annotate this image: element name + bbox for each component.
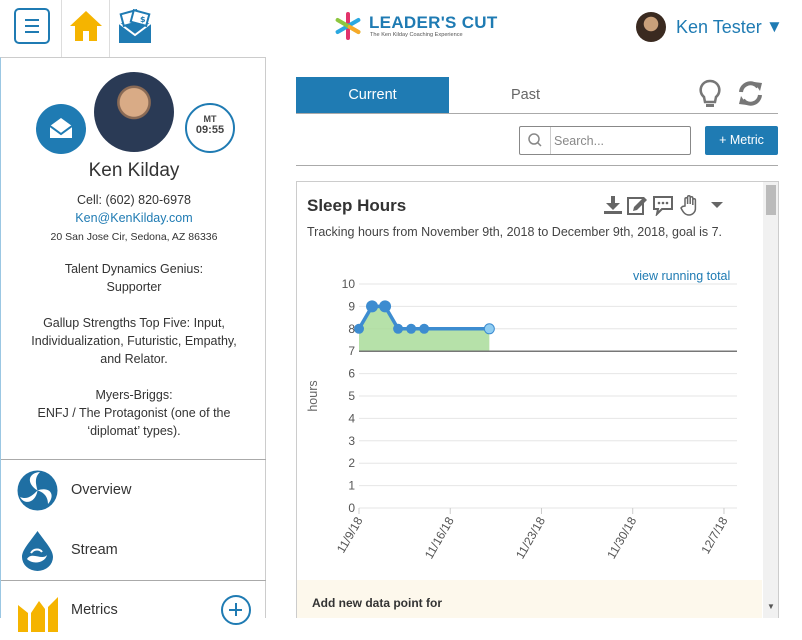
myers-briggs-line-1: ENFJ / The Protagonist (one of the: [37, 406, 231, 420]
tab-underline: [296, 113, 778, 114]
add-data-point-label: Add new data point for: [312, 596, 442, 610]
clock-timezone: MT: [203, 114, 217, 124]
nav-item-stream[interactable]: Stream: [1, 520, 266, 580]
svg-text:$: $: [140, 15, 146, 24]
chevron-down-icon[interactable]: [706, 194, 728, 216]
metric-search: [519, 126, 691, 155]
water-drop-icon: [22, 531, 53, 571]
home-icon: [70, 11, 102, 41]
lightbulb-icon[interactable]: [698, 79, 722, 109]
profile-email-link[interactable]: Ken@KenKilday.com: [75, 211, 193, 225]
download-icon[interactable]: [602, 194, 624, 216]
logo-mark-icon: [335, 12, 361, 40]
tab-current[interactable]: Current: [296, 77, 449, 114]
overview-icon: [17, 470, 58, 511]
search-icon[interactable]: [520, 127, 551, 154]
nav-label-stream: Stream: [71, 542, 118, 558]
x-tick-label: 11/23/18: [513, 514, 548, 561]
gallup-line-1: Gallup Strengths Top Five: Input,: [43, 316, 225, 330]
myers-briggs-line-2: ‘diplomat’ types).: [87, 424, 181, 438]
y-tick-label: 0: [348, 501, 355, 515]
data-point: [419, 323, 430, 334]
sleep-hours-chart: 0 1 2 3 4 5 6 7 8 9 10 11/9/18 11/16/18 11/23/18 11/3…: [306, 277, 737, 561]
y-tick-label: 3: [348, 434, 355, 448]
data-point: [354, 323, 364, 334]
myers-briggs-label: Myers-Briggs:: [95, 388, 173, 402]
data-point: [393, 323, 404, 334]
local-time-clock: MT 09:55: [185, 103, 235, 153]
user-dropdown-caret-icon[interactable]: ▼: [766, 17, 783, 36]
profile-cell: Cell: (602) 820-6978: [77, 193, 191, 207]
user-avatar[interactable]: [636, 12, 666, 42]
money-envelope-icon[interactable]: $: [117, 9, 153, 45]
y-tick-label: 8: [348, 322, 355, 336]
profile-name: Ken Kilday: [88, 160, 180, 181]
data-point: [366, 300, 379, 313]
nav-item-overview[interactable]: Overview: [1, 460, 266, 520]
y-tick-label: 7: [348, 344, 355, 358]
refresh-icon[interactable]: [737, 80, 764, 107]
view-running-total-link[interactable]: view running total: [633, 269, 731, 283]
metrics-chart-icon: [18, 597, 58, 632]
nav-label-metrics: Metrics: [71, 602, 118, 618]
app-logo[interactable]: LEADER'S CUT The Ken Kilday Coaching Exp…: [332, 10, 497, 44]
edit-icon[interactable]: [626, 194, 648, 216]
message-button[interactable]: [36, 104, 86, 154]
gallup-line-3: and Relator.: [100, 352, 168, 366]
gallup-line-2: Individualization, Futuristic, Empathy,: [31, 334, 237, 348]
y-tick-label: 4: [348, 411, 355, 425]
nav-label-overview: Overview: [71, 482, 132, 498]
drag-hand-icon[interactable]: [679, 194, 701, 216]
x-tick-label: 11/9/18: [334, 514, 366, 555]
y-tick-label: 1: [348, 479, 355, 493]
profile-address: 20 San Jose Cir, Sedona, AZ 86336: [50, 231, 218, 243]
metric-description: Tracking hours from November 9th, 2018 t…: [307, 225, 723, 239]
card-scrollbar[interactable]: ▼: [763, 182, 778, 618]
data-point: [379, 300, 392, 313]
y-tick-label: 5: [348, 389, 355, 403]
y-tick-label: 2: [348, 456, 355, 470]
comment-icon[interactable]: [652, 194, 674, 216]
x-tick-label: 11/16/18: [422, 514, 457, 561]
metric-title: Sleep Hours: [307, 196, 407, 215]
add-metric-circle-button[interactable]: [221, 595, 251, 625]
logo-subtitle: The Ken Kilday Coaching Experience: [370, 32, 463, 38]
menu-icon[interactable]: [14, 8, 50, 44]
tab-past[interactable]: Past: [510, 87, 540, 103]
envelope-icon: [49, 118, 73, 138]
nav-item-metrics[interactable]: Metrics: [1, 580, 266, 640]
metrics-scroll-area[interactable]: Sleep Hours Tracking hours from November…: [296, 181, 779, 618]
logo-text: LEADER'S CUT: [369, 13, 498, 32]
panel-divider: [296, 165, 778, 166]
top-bar: $ LEADER'S CUT The Ken Kilday Coaching E…: [0, 0, 802, 57]
nav-divider: [1, 580, 266, 581]
home-tab[interactable]: [61, 0, 110, 57]
y-tick-label: 9: [348, 299, 355, 313]
scrollbar-thumb[interactable]: [766, 185, 776, 215]
data-point: [483, 323, 495, 335]
scroll-down-arrow-icon[interactable]: ▼: [767, 602, 775, 611]
y-axis-label: hours: [306, 380, 320, 411]
profile-photo: [94, 72, 174, 152]
add-metric-button[interactable]: + Metric: [705, 126, 778, 155]
y-tick-label: 6: [348, 367, 355, 381]
user-name[interactable]: Ken Tester: [676, 17, 762, 37]
x-tick-label: 11/30/18: [604, 514, 639, 561]
profile-sidebar: MT 09:55 Ken Kilday Cell: (602) 820-6978…: [0, 57, 266, 632]
add-data-point-section: Add new data point for: [297, 580, 762, 618]
data-point: [406, 323, 417, 334]
search-input[interactable]: [554, 130, 686, 151]
profile-card: MT 09:55 Ken Kilday Cell: (602) 820-6978…: [1, 58, 266, 460]
clock-time: 09:55: [195, 124, 225, 136]
y-tick-label: 10: [342, 277, 356, 291]
talent-label: Talent Dynamics Genius:: [64, 262, 204, 276]
x-tick-label: 12/7/18: [698, 514, 730, 556]
talent-value: Supporter: [106, 280, 162, 294]
